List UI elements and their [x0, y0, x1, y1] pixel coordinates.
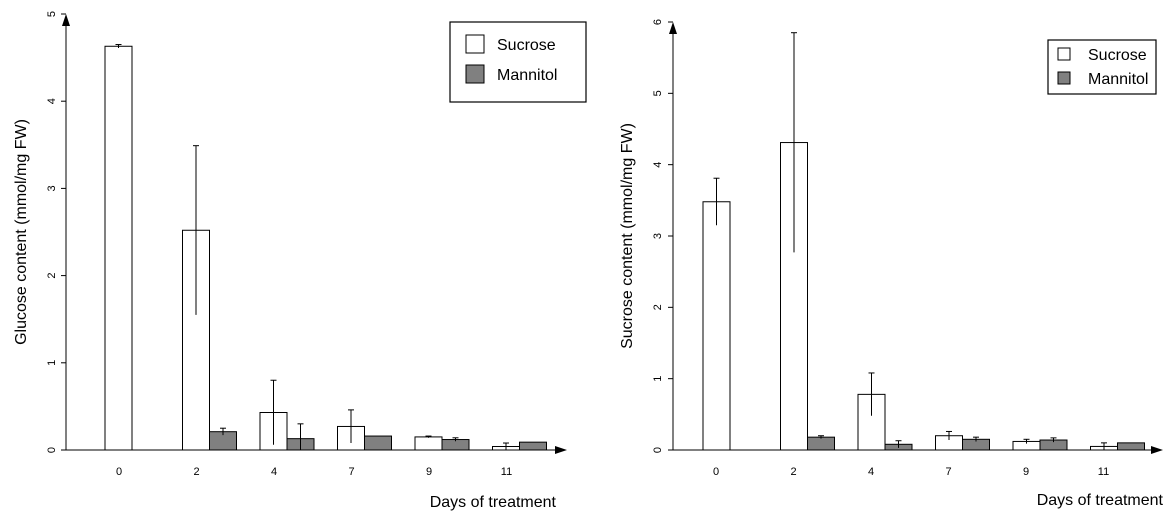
- y-tick-label: 1: [652, 376, 664, 382]
- legend-swatch-mannitol: [1057, 71, 1071, 85]
- bar-mannitol: [519, 441, 547, 451]
- y-axis-arrow: [669, 22, 677, 34]
- legend-box: [449, 21, 587, 103]
- x-tick-label: 0: [713, 466, 719, 478]
- bar-sucrose: [780, 142, 808, 451]
- y-axis-title: Glucose content (mmol/mg FW): [13, 119, 30, 345]
- y-tick-label: 1: [46, 360, 58, 366]
- x-axis-arrow: [555, 446, 567, 454]
- legend: Sucrose Mannitol: [1047, 39, 1157, 95]
- x-tick-label: 9: [1023, 466, 1029, 478]
- y-tick-label: 2: [652, 304, 664, 310]
- x-axis-arrow: [1151, 446, 1163, 454]
- bar-mannitol: [364, 435, 392, 451]
- chart-1: 0 1 2 3 4 5 Glucose content (mmol/mg FW) Days o…: [13, 11, 587, 511]
- x-axis-title: Days of treatment: [430, 494, 557, 511]
- x-tick-label: 11: [501, 466, 512, 478]
- y-tick-label: 0: [46, 447, 58, 453]
- y-tick-label: 2: [46, 273, 58, 279]
- x-tick-label: 11: [1098, 466, 1109, 478]
- legend-label: Mannitol: [1088, 71, 1148, 88]
- bar-mannitol: [1117, 442, 1145, 451]
- y-tick-label: 5: [652, 90, 664, 96]
- legend-swatch-mannitol: [465, 64, 485, 84]
- x-tick-label: 0: [116, 466, 122, 478]
- x-tick-label: 2: [790, 466, 796, 478]
- y-axis-title: Sucrose content (mmol/mg FW): [619, 123, 636, 349]
- bar-sucrose: [702, 201, 731, 451]
- y-tick-label: 6: [652, 19, 664, 25]
- x-tick-label: 7: [945, 466, 951, 478]
- legend-label: Sucrose: [1088, 47, 1147, 64]
- legend: Sucrose Mannitol: [449, 21, 587, 103]
- y-tick-label: 3: [652, 233, 664, 239]
- bar-sucrose: [414, 436, 443, 451]
- chart-2: 0 1 2 3 4 5 6 Sucrose content (mmol/mg FW) Days …: [619, 19, 1163, 509]
- x-tick-label: 7: [348, 466, 354, 478]
- x-tick-label: 9: [426, 466, 432, 478]
- y-axis-arrow: [62, 14, 70, 26]
- y-tick-label: 4: [652, 162, 664, 168]
- x-tick-label: 4: [868, 466, 874, 478]
- x-axis-title: Days of treatment: [1037, 492, 1164, 509]
- bar-mannitol: [807, 436, 835, 451]
- y-tick-label: 3: [46, 185, 58, 191]
- y-tick-label: 4: [46, 98, 58, 104]
- legend-swatch-sucrose: [465, 34, 485, 54]
- legend-label: Mannitol: [497, 67, 557, 84]
- x-tick-label: 4: [271, 466, 277, 478]
- y-tick-label: 5: [46, 11, 58, 17]
- bar-sucrose: [104, 45, 133, 451]
- legend-label: Sucrose: [497, 37, 556, 54]
- x-tick-label: 2: [193, 466, 199, 478]
- y-tick-label: 0: [652, 447, 664, 453]
- legend-swatch-sucrose: [1057, 47, 1071, 61]
